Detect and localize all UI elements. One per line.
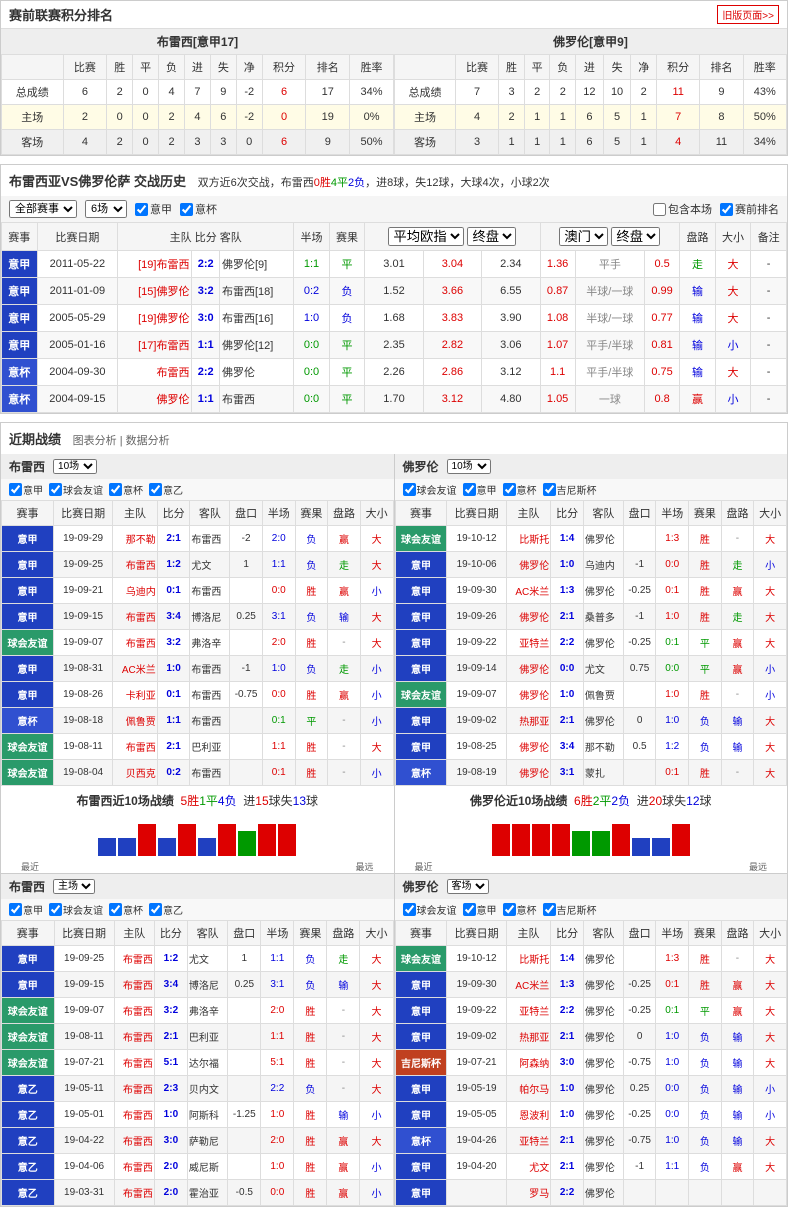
standings-table-a: 比赛胜平负进失净积分排名胜率总成绩620479-261734%主场200246-…	[1, 54, 394, 155]
h2h-table: 赛事比赛日期主队 比分 客队半场赛果平均欧指 终盘澳门 终盘盘路大小备注 意甲 …	[1, 222, 787, 413]
match-row[interactable]: 意乙19-05-11 布雷西2:3 贝内文 2:2负 -大	[2, 1076, 394, 1102]
match-row[interactable]: 球会友谊19-08-04 贝西克0:2 布雷西 0:1胜 -小	[2, 760, 394, 786]
panel-count-select[interactable]: 主场	[53, 879, 95, 894]
old-version-link[interactable]: 旧版页面>>	[717, 5, 779, 24]
standings-title: 赛前联赛积分排名	[9, 5, 113, 24]
match-row[interactable]: 球会友谊19-10-12 比斯托1:4 佛罗伦 1:3胜 -大	[395, 946, 787, 972]
h2h-subtitle: 双方近6次交战，布雷西0胜4平2负，进8球，失12球，大球4次，小球2次	[198, 177, 550, 189]
match-row[interactable]: 意甲19-09-22 亚特兰2:2 佛罗伦-0.25 0:1平 赢大	[395, 630, 787, 656]
filter-count-select[interactable]: 6场	[85, 200, 127, 218]
panel-count-select[interactable]: 10场	[447, 459, 491, 474]
standings-section: 赛前联赛积分排名 旧版页面>> 布雷西[意甲17] 比赛胜平负进失净积分排名胜率…	[0, 0, 788, 156]
match-row[interactable]: 意乙19-05-01 布雷西1:0 阿斯科-1.25 1:0胜 输小	[2, 1102, 394, 1128]
match-row[interactable]: 意甲19-08-26 卡利亚0:1 布雷西-0.75 0:0胜 赢小	[2, 682, 394, 708]
h2h-filter-bar: 全部赛事 6场 意甲 意杯 包含本场 赛前排名	[1, 196, 787, 222]
match-row[interactable]: 吉尼斯杯19-07-21 阿森纳3:0 佛罗伦-0.75 1:0负 输大	[395, 1050, 787, 1076]
match-row[interactable]: 球会友谊19-10-12 比斯托1:4 佛罗伦 1:3胜 -大	[395, 526, 787, 552]
chk-pre-rank[interactable]: 赛前排名	[720, 201, 779, 217]
filter-all-select[interactable]: 全部赛事	[9, 200, 77, 218]
team-a-header: 布雷西[意甲17]	[1, 29, 394, 54]
match-row[interactable]: 球会友谊19-08-11 布雷西2:1 巴利亚 1:1胜 -大	[2, 734, 394, 760]
recent-title: 近期战绩	[9, 432, 61, 447]
match-row[interactable]: 意甲19-09-15 布雷西3:4 博洛尼0.25 3:1负 输大	[2, 604, 394, 630]
panel-team: 布雷西	[9, 458, 45, 475]
match-row[interactable]: 球会友谊19-09-07 布雷西3:2 弗洛辛 2:0胜 -大	[2, 630, 394, 656]
match-row[interactable]: 意甲19-09-14 佛罗伦0:0 尤文0.75 0:0平 赢小	[395, 656, 787, 682]
match-row[interactable]: 意甲19-09-25 布雷西1:2 尤文1 1:1负 走大	[2, 946, 394, 972]
h2h-row[interactable]: 意甲 2005-05-29[19]佛罗伦 3:0布雷西[16] 1:0负 1.6…	[2, 305, 787, 332]
match-row[interactable]: 意甲19-09-15 布雷西3:4 博洛尼0.25 3:1负 输大	[2, 972, 394, 998]
h2h-row[interactable]: 意甲 2011-01-09[15]佛罗伦 3:2布雷西[18] 0:2负 1.5…	[2, 278, 787, 305]
match-row[interactable]: 意甲19-04-20 尤文2:1 佛罗伦-1 1:1负 赢大	[395, 1154, 787, 1180]
match-row[interactable]: 意甲19-05-19 帕尔马1:0 佛罗伦0.25 0:0负 输小	[395, 1076, 787, 1102]
h2h-row[interactable]: 意甲 2005-01-16[17]布雷西 1:1佛罗伦[12] 0:0平 2.3…	[2, 332, 787, 359]
match-row[interactable]: 意乙19-04-22 布雷西3:0 萨勒尼 2:0胜 赢大	[2, 1128, 394, 1154]
match-row[interactable]: 意乙19-03-31 布雷西2:0 霍治亚-0.5 0:0胜 赢小	[2, 1180, 394, 1206]
match-row[interactable]: 意杯19-08-18 佩鲁贾1:1 布雷西 0:1平 -小	[2, 708, 394, 734]
h2h-row[interactable]: 意甲 2011-05-22[19]布雷西 2:2佛罗伦[9] 1:1平 3.01…	[2, 251, 787, 278]
panel-team: 佛罗伦	[403, 458, 439, 475]
team-b-header: 佛罗伦[意甲9]	[394, 29, 787, 54]
match-row[interactable]: 意甲19-09-21 乌迪内0:1 布雷西 0:0胜 赢小	[2, 578, 394, 604]
match-row[interactable]: 意甲19-09-30 AC米兰1:3 佛罗伦-0.25 0:1胜 赢大	[395, 972, 787, 998]
match-row[interactable]: 意甲19-09-29 那不勒2:1 布雷西-2 2:0负 赢大	[2, 526, 394, 552]
form-chart	[1, 815, 394, 860]
recent-section: 近期战绩 图表分析 | 数据分析 布雷西10场意甲球会友谊意杯意乙赛事比赛日期主…	[0, 422, 788, 1207]
match-row[interactable]: 意甲 罗马2:2 佛罗伦	[395, 1180, 787, 1206]
recent-subtitle[interactable]: 图表分析 | 数据分析	[73, 435, 170, 447]
h2h-title: 布雷西亚VS佛罗伦萨 交战历史	[9, 174, 186, 189]
match-row[interactable]: 意甲19-09-25 布雷西1:2 尤文1 1:1负 走大	[2, 552, 394, 578]
match-row[interactable]: 意乙19-04-06 布雷西2:0 威尼斯 1:0胜 赢小	[2, 1154, 394, 1180]
match-row[interactable]: 意杯19-08-19 佛罗伦3:1 蒙扎 0:1胜 -大	[395, 760, 787, 786]
match-row[interactable]: 意甲19-09-22 亚特兰2:2 佛罗伦-0.25 0:1平 赢大	[395, 998, 787, 1024]
h2h-section: 布雷西亚VS佛罗伦萨 交战历史 双方近6次交战，布雷西0胜4平2负，进8球，失1…	[0, 164, 788, 414]
match-row[interactable]: 球会友谊19-08-11 布雷西2:1 巴利亚 1:1胜 -大	[2, 1024, 394, 1050]
match-row[interactable]: 球会友谊19-09-07 佛罗伦1:0 佩鲁贾 1:0胜 -小	[395, 682, 787, 708]
match-row[interactable]: 意杯19-04-26 亚特兰2:1 佛罗伦-0.75 1:0负 输大	[395, 1128, 787, 1154]
panel-count-select[interactable]: 客场	[447, 879, 489, 894]
h2h-row[interactable]: 意杯 2004-09-15佛罗伦 1:1布雷西 0:0平 1.703.124.8…	[2, 386, 787, 413]
match-row[interactable]: 意甲19-09-02 热那亚2:1 佛罗伦0 1:0负 输大	[395, 708, 787, 734]
form-chart	[395, 815, 788, 860]
chk-include-home[interactable]: 包含本场	[653, 201, 712, 217]
match-row[interactable]: 意甲19-09-02 热那亚2:1 佛罗伦0 1:0负 输大	[395, 1024, 787, 1050]
panel-team: 布雷西	[9, 878, 45, 895]
chk-yijia[interactable]: 意甲	[135, 201, 172, 217]
match-row[interactable]: 意甲19-09-30 AC米兰1:3 佛罗伦-0.25 0:1胜 赢大	[395, 578, 787, 604]
panel-count-select[interactable]: 10场	[53, 459, 97, 474]
match-row[interactable]: 意甲19-09-26 佛罗伦2:1 桑普多-1 1:0胜 走大	[395, 604, 787, 630]
match-row[interactable]: 意甲19-05-05 恩波利1:0 佛罗伦-0.25 0:0负 输小	[395, 1102, 787, 1128]
match-row[interactable]: 意甲19-08-25 佛罗伦3:4 那不勒0.5 1:2负 输大	[395, 734, 787, 760]
match-row[interactable]: 球会友谊19-07-21 布雷西5:1 达尔福 5:1胜 -大	[2, 1050, 394, 1076]
match-row[interactable]: 意甲19-08-31 AC米兰1:0 布雷西-1 1:0负 走小	[2, 656, 394, 682]
chk-yibei[interactable]: 意杯	[180, 201, 217, 217]
standings-table-b: 比赛胜平负进失净积分排名胜率总成绩73221210211943%主场421165…	[394, 54, 787, 155]
match-row[interactable]: 意甲19-10-06 佛罗伦1:0 乌迪内-1 0:0胜 走小	[395, 552, 787, 578]
h2h-row[interactable]: 意杯 2004-09-30布雷西 2:2佛罗伦 0:0平 2.262.863.1…	[2, 359, 787, 386]
match-row[interactable]: 球会友谊19-09-07 布雷西3:2 弗洛辛 2:0胜 -大	[2, 998, 394, 1024]
panel-team: 佛罗伦	[403, 878, 439, 895]
